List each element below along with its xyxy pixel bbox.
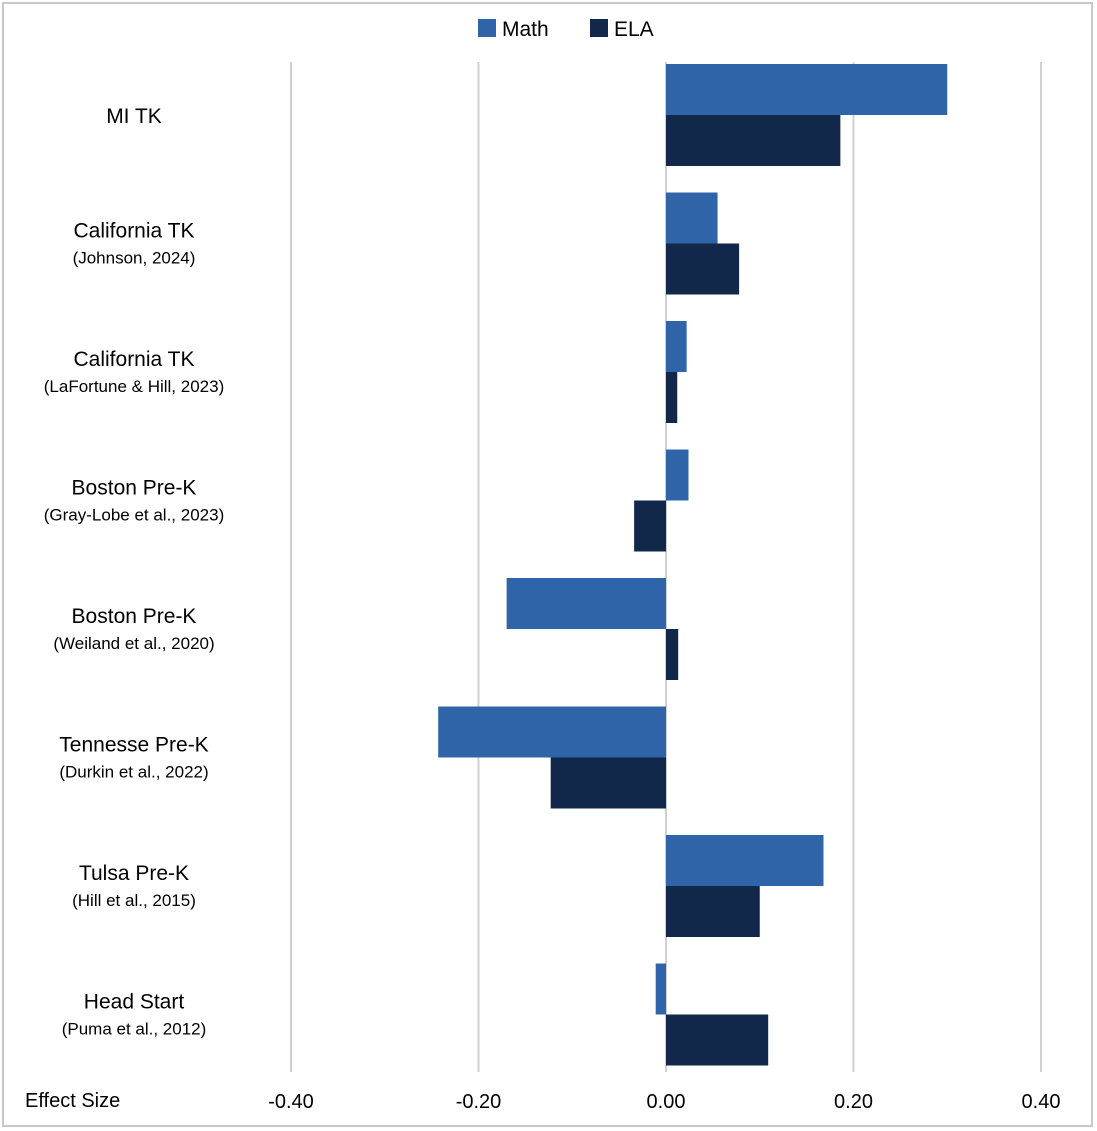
bar-ela xyxy=(666,115,841,166)
category-label: MI TK xyxy=(106,105,162,128)
category-sublabel: (Durkin et al., 2022) xyxy=(59,763,208,782)
category-label: California TK xyxy=(74,348,195,371)
x-tick-label: 0.20 xyxy=(834,1091,873,1113)
category-label: Boston Pre-K xyxy=(72,477,197,500)
x-tick-label: -0.40 xyxy=(268,1091,314,1113)
category-label: California TK xyxy=(74,220,195,243)
bar-ela xyxy=(666,372,678,423)
category-sublabel: (LaFortune & Hill, 2023) xyxy=(44,377,224,396)
bar-math xyxy=(666,192,718,244)
bar-ela xyxy=(666,243,740,295)
bar-math xyxy=(666,321,687,372)
category-label: Boston Pre-K xyxy=(72,605,197,628)
bar-ela xyxy=(634,500,666,552)
legend-label-ela: ELA xyxy=(614,18,654,41)
bars xyxy=(438,64,948,1066)
legend: Math ELA xyxy=(478,18,654,41)
x-tick-label: 0.00 xyxy=(647,1091,686,1113)
bar-math xyxy=(666,64,948,115)
bar-ela xyxy=(666,629,679,680)
category-label: Tennesse Pre-K xyxy=(59,734,208,757)
bar-math xyxy=(438,706,666,758)
bar-math xyxy=(655,963,666,1015)
category-sublabel: (Gray-Lobe et al., 2023) xyxy=(44,506,224,525)
category-label: Head Start xyxy=(84,991,185,1014)
bar-math xyxy=(666,835,824,886)
category-sublabel: (Puma et al., 2012) xyxy=(62,1020,207,1039)
legend-swatch-math xyxy=(478,19,496,37)
category-sublabel: (Hill et al., 2015) xyxy=(72,891,196,910)
x-tick-label: 0.40 xyxy=(1022,1091,1061,1113)
legend-label-math: Math xyxy=(502,18,549,41)
x-tick-label: -0.20 xyxy=(456,1091,502,1113)
legend-swatch-ela xyxy=(590,19,608,37)
bar-ela xyxy=(666,886,760,937)
bar-ela xyxy=(550,757,666,809)
category-sublabel: (Johnson, 2024) xyxy=(73,249,196,268)
bar-ela xyxy=(666,1014,769,1066)
category-label: Tulsa Pre-K xyxy=(79,862,189,885)
x-tick-labels: -0.40 -0.20 0.00 0.20 0.40 xyxy=(268,1091,1060,1113)
category-sublabel: (Weiland et al., 2020) xyxy=(53,634,214,653)
x-axis-title: Effect Size xyxy=(25,1090,120,1112)
bar-math xyxy=(506,578,666,629)
category-labels: MI TK California TK (Johnson, 2024) Califor… xyxy=(44,105,224,1039)
bar-math xyxy=(666,449,689,501)
